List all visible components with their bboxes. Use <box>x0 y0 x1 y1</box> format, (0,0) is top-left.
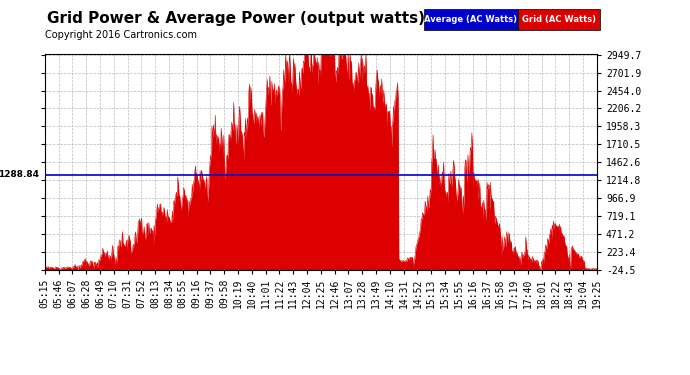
Text: Copyright 2016 Cartronics.com: Copyright 2016 Cartronics.com <box>45 30 197 40</box>
Text: Grid (AC Watts): Grid (AC Watts) <box>522 15 596 24</box>
Text: 1288.84: 1288.84 <box>0 170 39 179</box>
Text: Grid Power & Average Power (output watts)  Wed May 25 19:35: Grid Power & Average Power (output watts… <box>48 11 594 26</box>
Text: Average (AC Watts): Average (AC Watts) <box>424 15 518 24</box>
